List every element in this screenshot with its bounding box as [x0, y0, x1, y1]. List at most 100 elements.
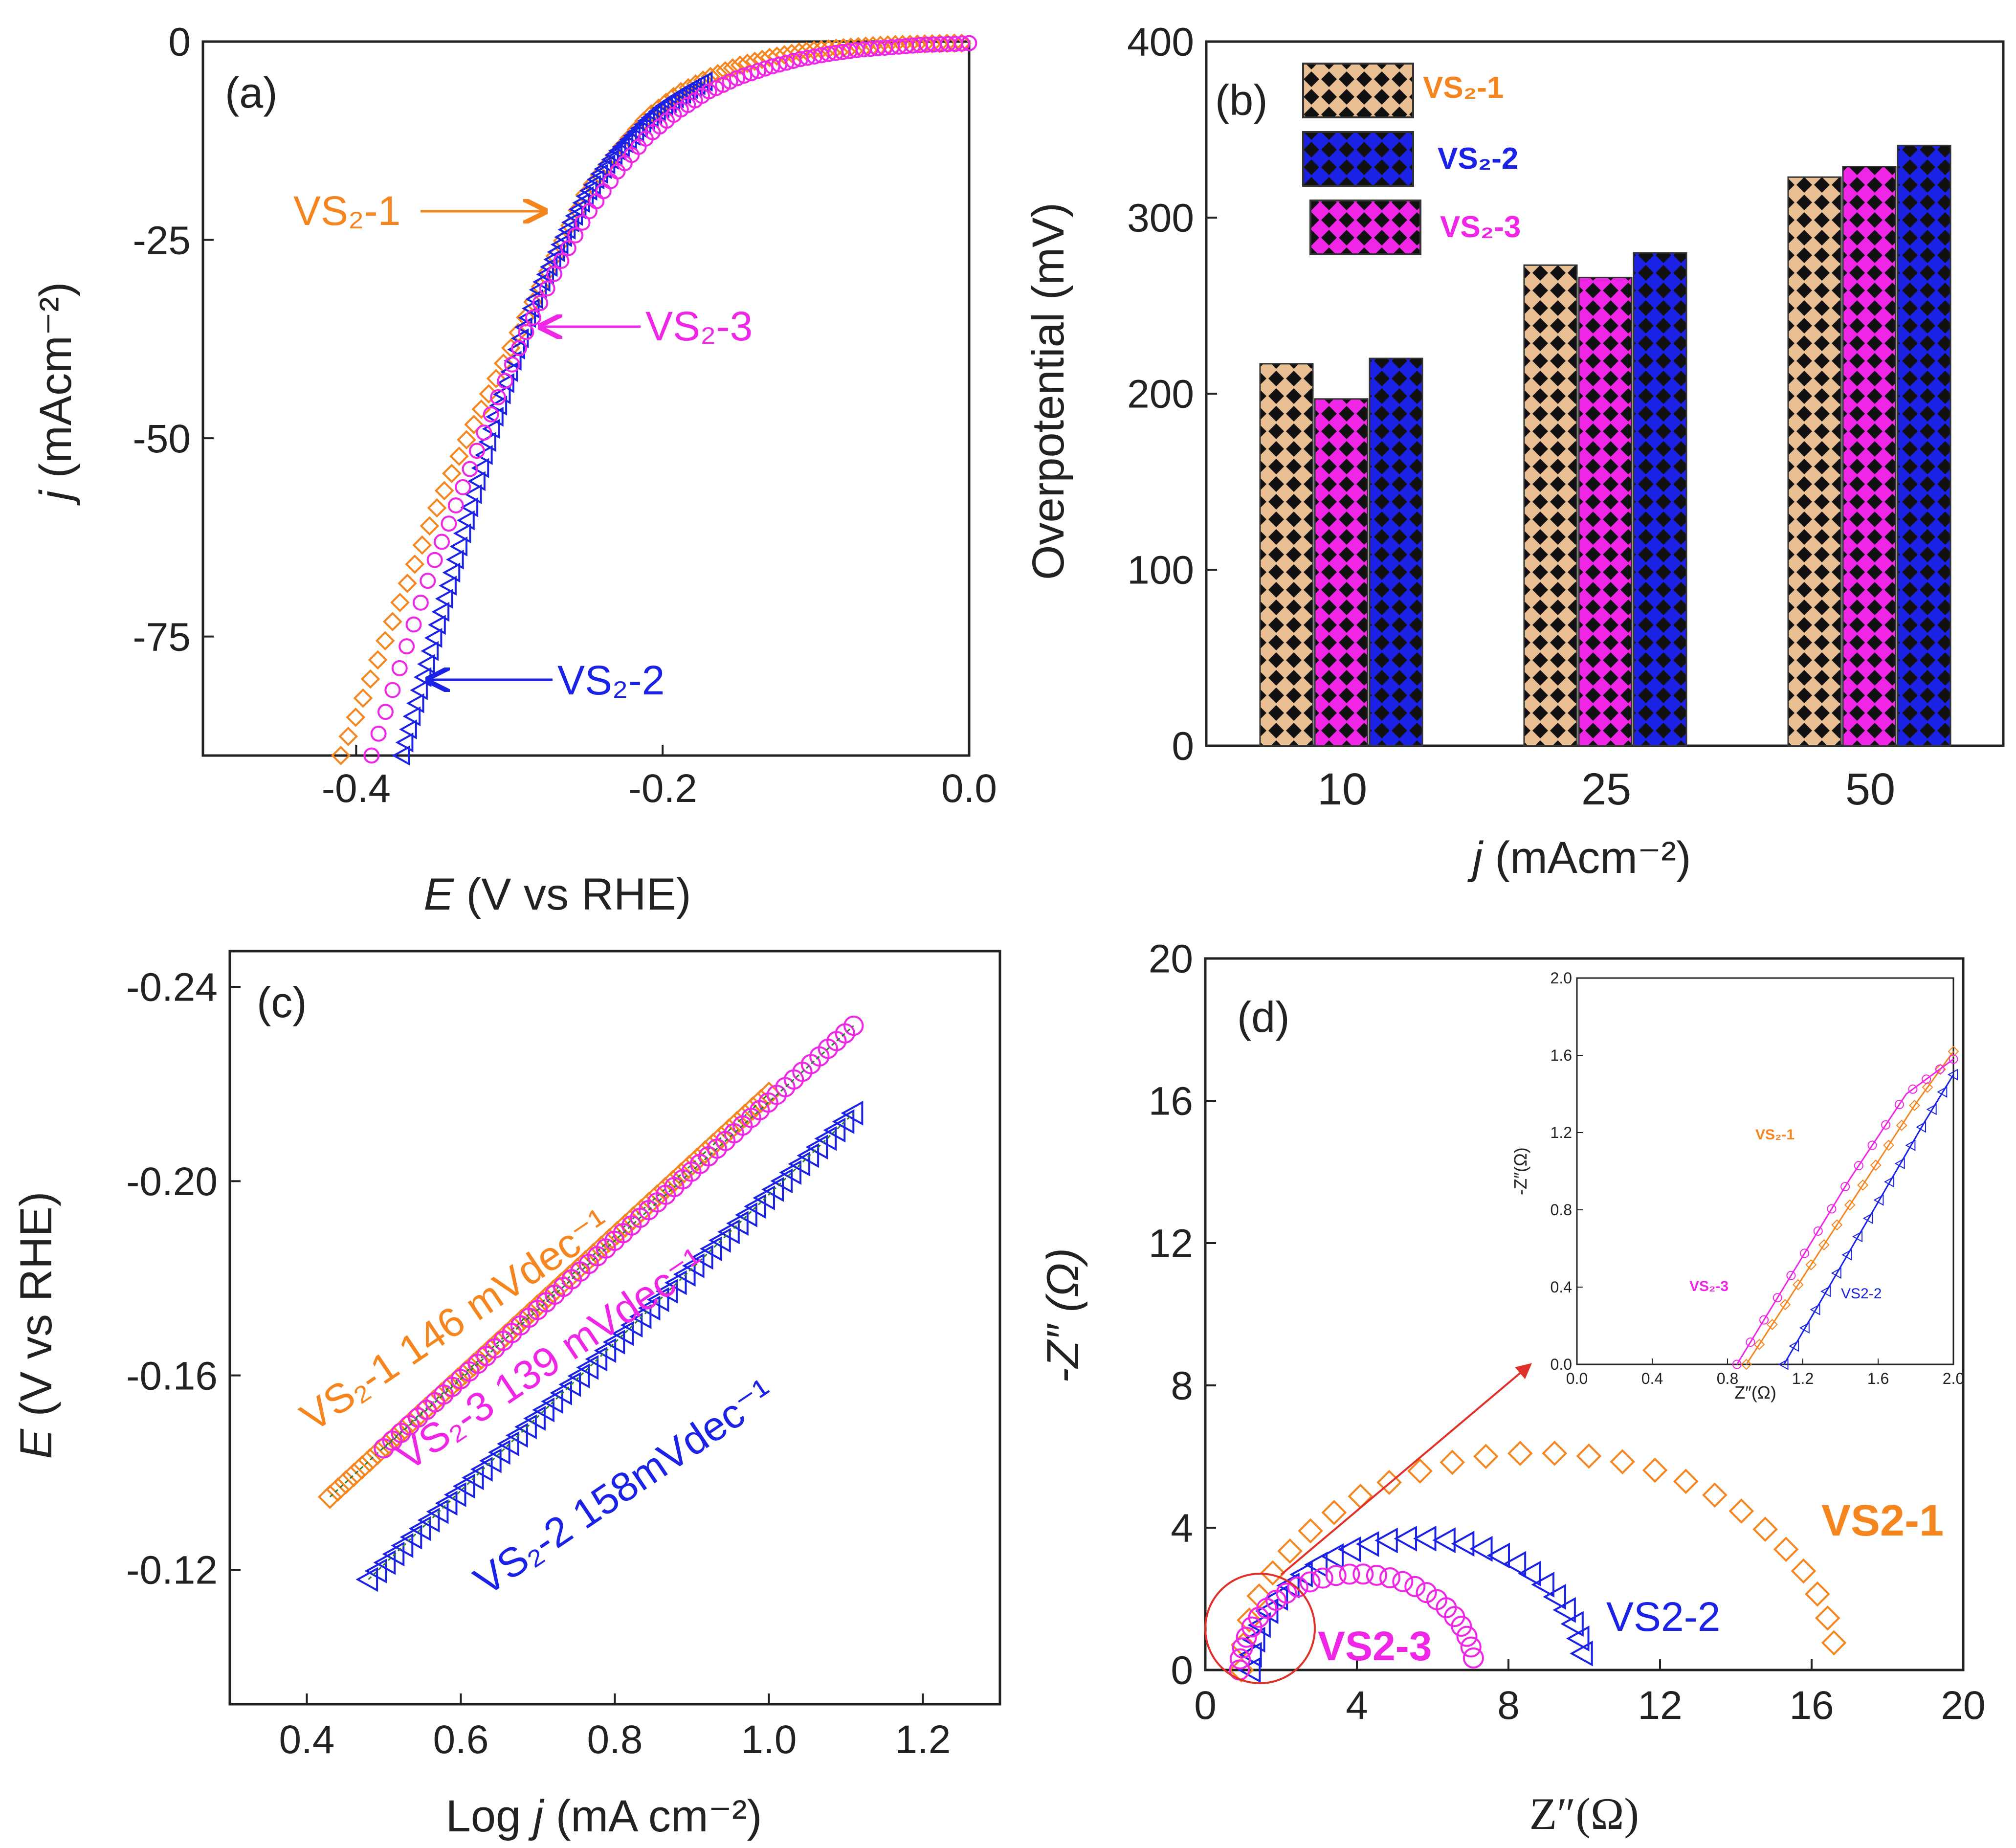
data-point-vs2_1	[782, 44, 802, 64]
data-point-vs2_2	[428, 615, 446, 635]
data-point-vs2_3	[1392, 1571, 1414, 1592]
data-point-vs2_3	[1366, 1564, 1387, 1586]
inset-point-vs2_2	[1831, 1267, 1841, 1279]
panel-b-xtick-label: 25	[1581, 764, 1631, 814]
data-point-vs2_2	[406, 693, 424, 713]
bar-vs2_3-50	[1842, 166, 1897, 747]
panel-a-label: (a)	[225, 68, 278, 117]
data-point-vs2_2	[364, 1559, 387, 1583]
inset-point-vs2_1	[1792, 1279, 1804, 1291]
inset-point-vs2_1	[1948, 1046, 1959, 1057]
panel-d-zoom-arrow	[1280, 1363, 1532, 1576]
panel-b-xtick-label: 10	[1317, 764, 1367, 814]
data-point-vs2_1	[1237, 1607, 1262, 1633]
data-point-vs2_3	[843, 1015, 864, 1036]
data-point-vs2_1	[350, 1455, 374, 1480]
panel-d-ticks: 0 4 8 12 16 20 0 4 8 12 16 20	[1149, 937, 1986, 1728]
data-point-vs2_3	[434, 534, 450, 550]
data-point-vs2_1	[732, 1103, 757, 1128]
data-point-vs2_2	[1394, 1525, 1417, 1552]
data-point-vs2_1	[1298, 1518, 1323, 1544]
data-point-vs2_2	[709, 1227, 731, 1253]
panel-d-ytick-label: 0	[1171, 1648, 1193, 1693]
panel-c-xtick-label: 1.0	[741, 1717, 797, 1762]
panel-d-label-vs2-3: VS2-3	[1318, 1623, 1432, 1669]
inset-point-vs2_3	[1813, 1226, 1823, 1236]
data-point-vs2_2	[435, 588, 453, 609]
data-point-vs2_2	[443, 1482, 466, 1507]
data-point-vs2_2	[461, 1465, 484, 1491]
data-point-vs2_1	[1440, 1449, 1465, 1475]
data-point-vs2_1	[390, 593, 410, 612]
inset-point-vs2_1	[1922, 1082, 1933, 1093]
data-point-vs2_3	[441, 515, 457, 532]
data-point-vs2_3	[757, 60, 774, 77]
inset-ytick-label: 2.0	[1551, 969, 1572, 987]
data-point-vs2_3	[729, 70, 745, 87]
panel-a-xtick-label: 0.0	[941, 766, 997, 811]
data-point-vs2_1	[1805, 1581, 1830, 1607]
inset-label-vs2-3: VS₂-3	[1689, 1278, 1728, 1294]
data-point-vs2_2	[699, 1236, 722, 1262]
data-point-vs2_3	[518, 324, 534, 340]
inset-ytick-label: 0.4	[1551, 1278, 1572, 1296]
panel-a-xlabel-rest: (V vs RHE)	[454, 869, 691, 919]
data-point-vs2_2	[489, 395, 508, 416]
data-point-vs2_1	[338, 727, 358, 746]
inset-point-vs2_2	[1926, 1103, 1937, 1115]
data-point-vs2_1	[589, 1235, 614, 1260]
data-point-vs2_2	[1570, 1640, 1593, 1667]
inset-ytick-label: 1.6	[1551, 1046, 1572, 1064]
data-point-vs2_2	[391, 1533, 414, 1558]
data-point-vs2_1	[1348, 1483, 1374, 1509]
data-point-vs2_2	[673, 1262, 696, 1287]
inset-point-vs2_3	[1732, 1359, 1742, 1369]
data-point-vs2_2	[1239, 1642, 1262, 1668]
data-point-vs2_2	[1518, 1560, 1541, 1587]
panel-d-label: (d)	[1237, 993, 1290, 1041]
data-point-vs2_2	[470, 1457, 493, 1482]
panel-c-points	[317, 1015, 864, 1592]
inset-points	[1732, 1046, 1959, 1370]
data-point-vs2_2	[1560, 1611, 1584, 1637]
data-point-vs2_2	[641, 108, 659, 128]
data-point-vs2_2	[399, 719, 417, 739]
inset-ytick-label: 0.8	[1551, 1201, 1572, 1219]
data-point-vs2_2	[529, 280, 547, 300]
data-point-vs2_3	[1236, 1626, 1257, 1648]
data-point-vs2_2	[492, 384, 511, 404]
data-point-vs2_2	[382, 1541, 405, 1567]
inset-point-vs2_1	[1831, 1219, 1843, 1231]
data-point-vs2_3	[1229, 1648, 1251, 1670]
data-point-vs2_2	[612, 137, 630, 157]
data-point-vs2_2	[832, 1109, 855, 1135]
data-point-vs2_3	[1325, 1565, 1347, 1586]
data-point-vs2_2	[841, 1100, 864, 1126]
data-point-vs2_3	[954, 35, 971, 52]
panel-d-ytick-label: 8	[1171, 1364, 1193, 1408]
panel-a-xlabel: E (V vs RHE)	[424, 869, 691, 919]
data-point-vs2_2	[426, 1499, 449, 1524]
data-point-vs2_2	[355, 1567, 378, 1592]
data-point-vs2_3	[426, 552, 443, 568]
panel-c-ytick-label: -0.16	[126, 1354, 218, 1398]
inset-point-vs2_2	[1884, 1176, 1895, 1188]
data-point-vs2_2	[753, 1185, 775, 1211]
bar-vs2_1_bar-25	[1523, 264, 1578, 747]
data-point-vs2_3	[1287, 1576, 1308, 1598]
panel-c-ytick-label: -0.12	[126, 1548, 218, 1593]
inset-point-vs2_2	[1810, 1304, 1820, 1315]
data-point-vs2_1	[341, 1463, 366, 1487]
data-point-vs2_1	[701, 1133, 726, 1158]
data-point-vs2_2	[797, 1143, 820, 1168]
data-point-vs2_1	[449, 446, 469, 466]
data-point-vs2_1	[326, 1477, 350, 1502]
panel-a-ylabel-rest: (mAcm⁻²)	[31, 282, 81, 490]
data-point-vs2_3	[1265, 1589, 1287, 1611]
data-point-vs2_2	[1337, 1536, 1361, 1562]
panel-d-label-vs2-2: VS2-2	[1606, 1594, 1720, 1640]
panel-c-label: (c)	[257, 978, 307, 1026]
inset-point-vs2_3	[1840, 1182, 1850, 1192]
data-point-vs2_1	[669, 1162, 693, 1187]
data-point-vs2_2	[449, 536, 468, 557]
